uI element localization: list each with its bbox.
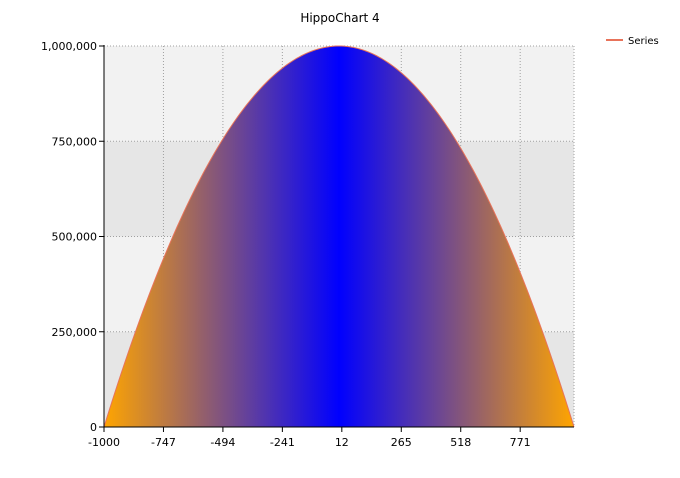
y-tick-label: 1,000,000 <box>41 40 97 53</box>
y-tick-label: 250,000 <box>52 326 98 339</box>
x-tick-label: 771 <box>510 436 531 449</box>
x-tick-label: 12 <box>335 436 349 449</box>
x-tick-label: -747 <box>151 436 176 449</box>
x-tick-label: -1000 <box>88 436 120 449</box>
series-line <box>103 45 575 428</box>
x-tick-label: 265 <box>391 436 412 449</box>
y-tick-label: 750,000 <box>52 135 98 148</box>
y-tick-label: 500,000 <box>52 231 98 244</box>
x-tick-label: -494 <box>210 436 235 449</box>
series-layer <box>103 45 575 428</box>
x-tick-label: 518 <box>450 436 471 449</box>
y-axis-ticks: 0 250,000 500,000 750,000 1,000,000 <box>41 40 104 434</box>
chart-title: HippoChart 4 <box>300 11 379 25</box>
x-tick-label: -241 <box>270 436 295 449</box>
x-axis-ticks: -1000 -747 -494 -241 12 265 518 771 <box>88 427 531 449</box>
legend: Series <box>606 36 659 47</box>
legend-label: Series <box>628 36 659 47</box>
y-tick-label: 0 <box>90 421 97 434</box>
